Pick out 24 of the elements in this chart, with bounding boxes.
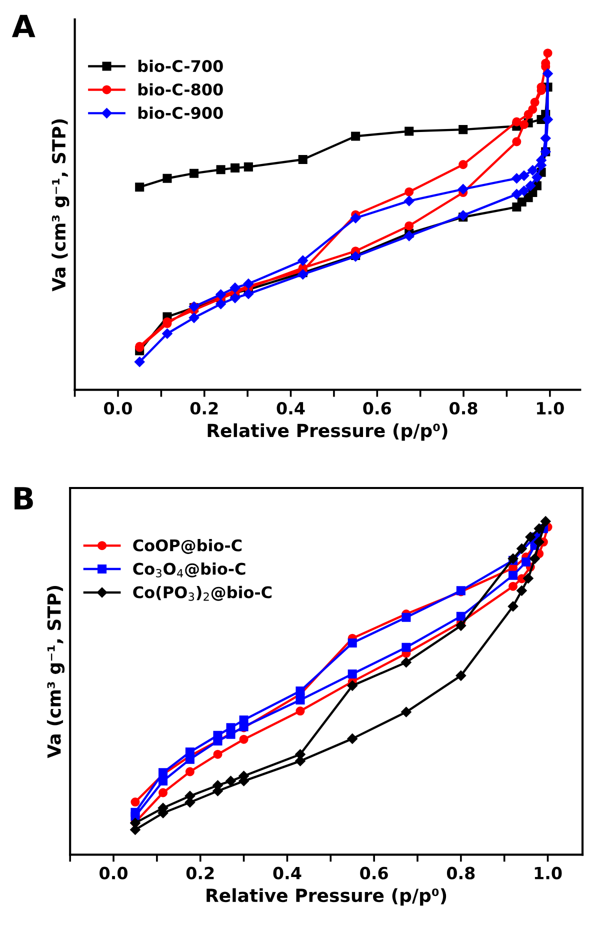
x-tick-label: 0.4 — [273, 866, 302, 880]
x-tick-label: 1.0 — [534, 866, 562, 880]
y-axis-title: Va (cm³ g⁻¹, STP) — [46, 586, 65, 758]
x-tick-label: 0.6 — [363, 402, 392, 415]
x-tick-label: 0.6 — [360, 866, 388, 880]
x-tick-label: 0.0 — [100, 866, 128, 880]
chart-title: B — [14, 487, 33, 510]
legend-label: bio-C-700 — [138, 60, 223, 72]
x-tick-label: 0.4 — [276, 402, 305, 415]
chart-title: A — [12, 14, 36, 38]
legend-label: CoOP@bio-C — [133, 539, 242, 554]
legend-label: bio-C-800 — [138, 83, 223, 96]
x-axis-title: Relative Pressure (p/p⁰) — [208, 423, 448, 441]
x-tick-label: 0.8 — [450, 402, 478, 415]
x-tick-label: 0.2 — [186, 866, 214, 880]
legend-label: bio-C-900 — [138, 106, 223, 119]
x-tick-label: 0.2 — [190, 402, 218, 415]
legend-label: Co(PO$_{3}$)$_{2}$@bio-C — [133, 586, 272, 601]
x-tick-label: 0.8 — [446, 866, 475, 880]
x-tick-label: 1.0 — [537, 402, 564, 415]
x-tick-label: 0.0 — [104, 402, 132, 415]
x-axis-title: Relative Pressure (p/p⁰) — [206, 888, 446, 906]
legend-label: Co$_{3}$O$_{4}$@bio-C — [133, 562, 246, 578]
y-axis-title: Va (cm³ g⁻¹, STP) — [52, 119, 70, 292]
